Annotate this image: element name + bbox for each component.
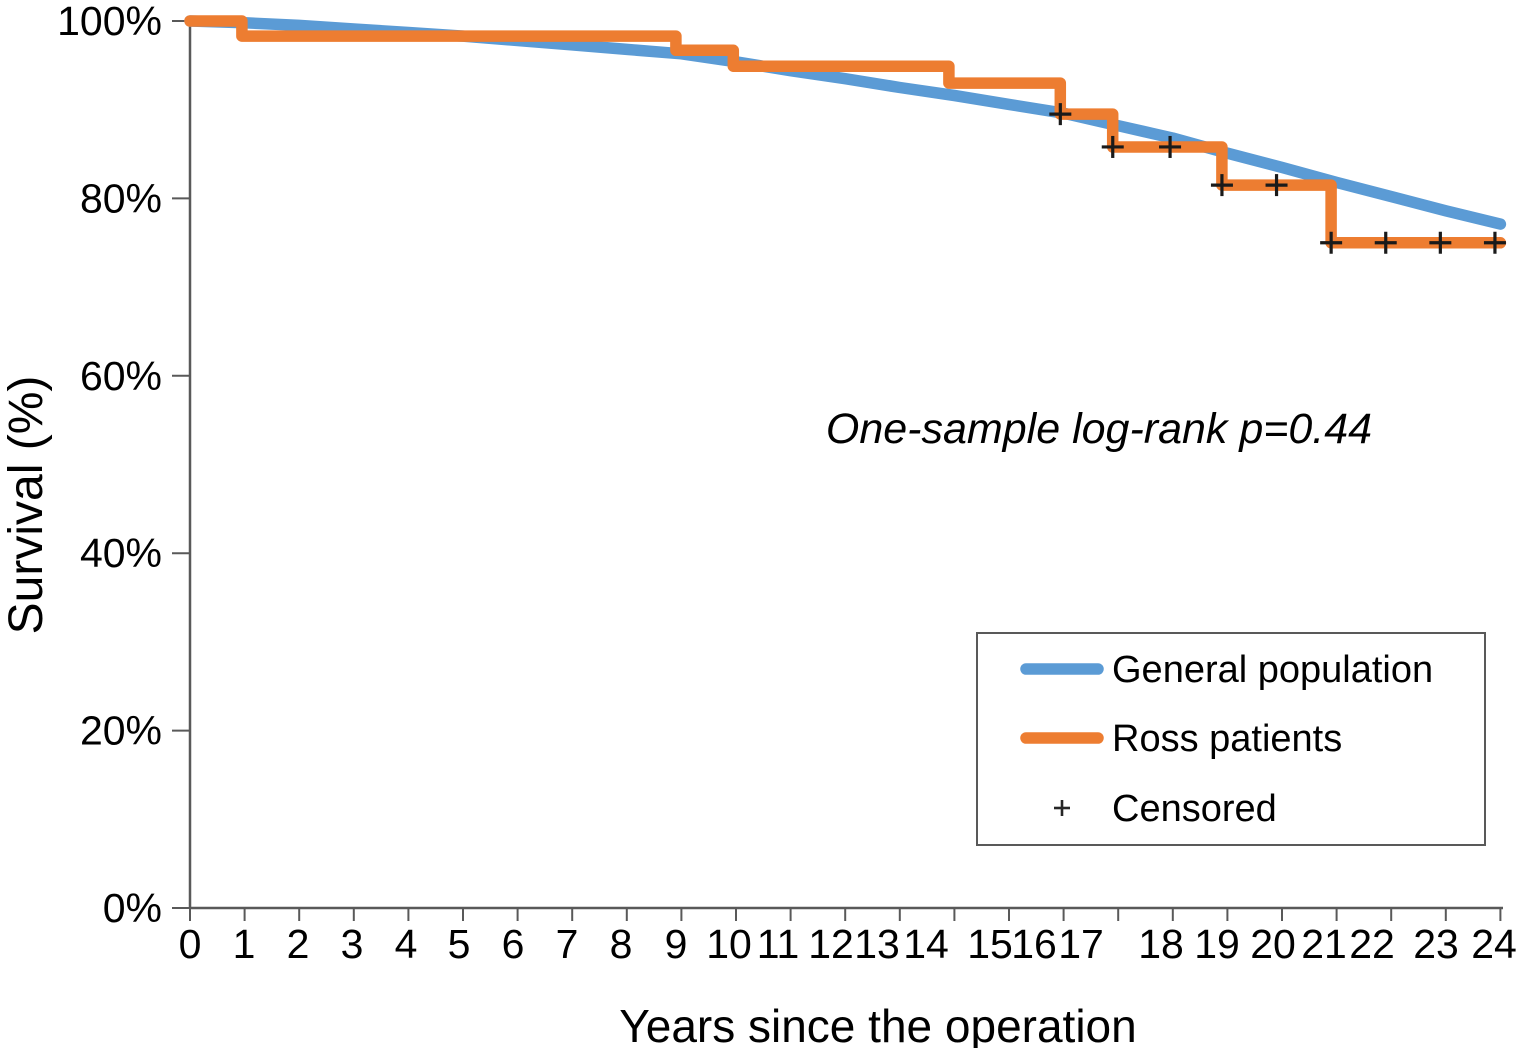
- x-tick-label: 0: [179, 921, 202, 967]
- y-tick-labels: 0% 20% 40% 60% 80% 100%: [57, 0, 162, 931]
- x-tick-label: 18: [1138, 921, 1184, 967]
- x-tick-label: 21: [1301, 921, 1347, 967]
- censored-marker: [1159, 135, 1182, 158]
- legend: General population Ross patients Censore…: [976, 632, 1486, 846]
- x-tick-marks: [189, 908, 1502, 921]
- censored-marker: [1049, 103, 1072, 126]
- x-tick-label: 17: [1058, 921, 1104, 967]
- ross-patients-curve: [184, 15, 1507, 249]
- y-tick-label: 60%: [80, 353, 162, 399]
- pvalue-annotation: One-sample log-rank p=0.44: [826, 405, 1372, 453]
- x-tick-label: 1: [233, 921, 256, 967]
- x-tick-label: 11: [757, 921, 800, 967]
- x-tick-label: 8: [610, 921, 633, 967]
- censored-markers: [1049, 103, 1506, 254]
- censored-marker: [1265, 174, 1288, 197]
- x-tick-label: 20: [1250, 921, 1296, 967]
- y-axis-title: Survival (%): [0, 376, 53, 635]
- x-tick-label: 4: [395, 921, 418, 967]
- y-tick-label: 100%: [57, 0, 162, 44]
- series-lines: [184, 15, 1507, 249]
- censored-marker: [1101, 135, 1124, 158]
- y-tick-label: 20%: [80, 708, 162, 754]
- x-tick-label: 5: [448, 921, 471, 967]
- x-axis-title: Years since the operation: [619, 1000, 1136, 1048]
- censored-marker: [1320, 231, 1343, 254]
- x-tick-label: 19: [1194, 921, 1240, 967]
- censored-marker: [1210, 174, 1233, 197]
- censored-marker: [1429, 231, 1452, 254]
- censored-marker: [1483, 231, 1506, 254]
- x-tick-label: 10: [706, 921, 752, 967]
- x-tick-label: 16: [1011, 921, 1057, 967]
- y-tick-label: 80%: [80, 175, 162, 221]
- x-tick-label: 6: [502, 921, 525, 967]
- x-tick-label: 15: [967, 921, 1013, 967]
- legend-label-censored: Censored: [1112, 788, 1277, 830]
- x-tick-label: 14: [903, 921, 949, 967]
- x-tick-label: 22: [1349, 921, 1395, 967]
- legend-label-ross-patients: Ross patients: [1112, 718, 1342, 760]
- x-tick-label: 24: [1471, 921, 1517, 967]
- censored-marker-icon: [1054, 800, 1070, 816]
- x-tick-label: 9: [665, 921, 688, 967]
- legend-label-general-population: General population: [1112, 649, 1433, 691]
- x-tick-label: 13: [854, 921, 900, 967]
- x-tick-label: 2: [287, 921, 310, 967]
- y-tick-label: 40%: [80, 530, 162, 576]
- censored-marker: [1374, 231, 1397, 254]
- x-tick-label: 7: [556, 921, 579, 967]
- x-tick-label: 3: [341, 921, 364, 967]
- x-tick-label: 12: [808, 921, 854, 967]
- y-tick-marks: [172, 20, 190, 909]
- x-tick-label: 23: [1413, 921, 1459, 967]
- y-tick-label: 0%: [103, 885, 162, 931]
